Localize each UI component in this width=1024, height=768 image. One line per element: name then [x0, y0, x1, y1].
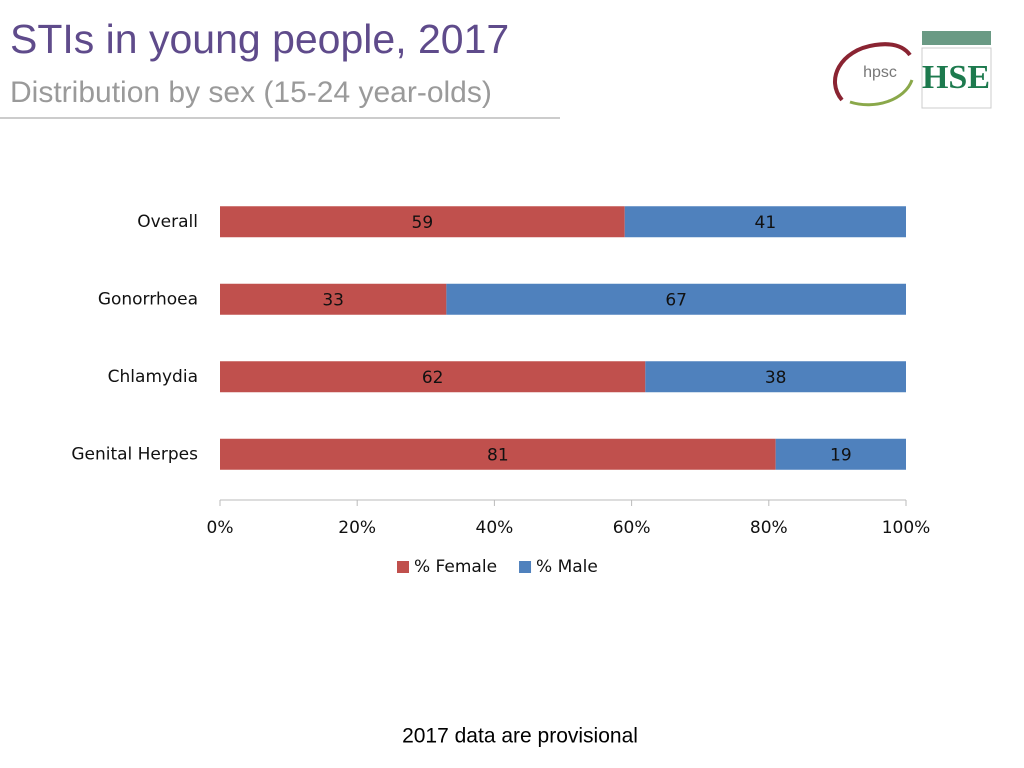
data-label: 19: [830, 445, 852, 465]
bar-segment: [775, 438, 906, 470]
bar-segment: [645, 361, 906, 393]
x-tick-label: 20%: [338, 518, 376, 538]
x-tick-label: 100%: [882, 518, 931, 538]
hse-logo: HSE: [921, 31, 992, 109]
footnote: 2017 data are provisional: [402, 725, 638, 748]
hse-text: HSE: [922, 59, 990, 96]
data-label: 67: [665, 290, 687, 310]
y-tick-label: Genital Herpes: [71, 444, 198, 464]
hpsc-logo: hpsc: [833, 42, 914, 107]
data-label: 38: [765, 368, 787, 388]
data-label: 33: [322, 290, 344, 310]
bar-segment: [220, 206, 625, 238]
hpsc-text: hpsc: [863, 64, 897, 81]
data-label: 62: [422, 368, 444, 388]
y-tick-label: Overall: [137, 212, 198, 232]
data-label: 59: [412, 213, 434, 233]
legend-label: % Male: [536, 557, 598, 577]
hpsc-swoosh: [849, 79, 914, 107]
data-label: 81: [487, 445, 509, 465]
bar-segment: [220, 438, 776, 470]
data-label: 41: [755, 213, 777, 233]
x-tick-label: 80%: [750, 518, 788, 538]
y-tick-label: Chlamydia: [108, 367, 198, 387]
bar-segment: [624, 206, 906, 238]
x-tick-label: 0%: [207, 518, 234, 538]
x-tick-label: 60%: [613, 518, 651, 538]
y-tick-label: Gonorrhoea: [98, 289, 198, 309]
bar-segment: [446, 283, 906, 315]
legend-label: % Female: [414, 557, 497, 577]
slide-subtitle: Distribution by sex (15-24 year-olds): [10, 76, 492, 109]
legend-swatch: [397, 561, 409, 573]
slide-title: STIs in young people, 2017: [10, 16, 509, 62]
bar-segment: [220, 361, 646, 393]
bar-segment: [220, 283, 447, 315]
x-tick-label: 40%: [476, 518, 514, 538]
hse-box: [921, 47, 992, 109]
hpsc-swoosh: [833, 42, 912, 102]
hse-bar: [922, 31, 991, 45]
legend-swatch: [519, 561, 532, 573]
